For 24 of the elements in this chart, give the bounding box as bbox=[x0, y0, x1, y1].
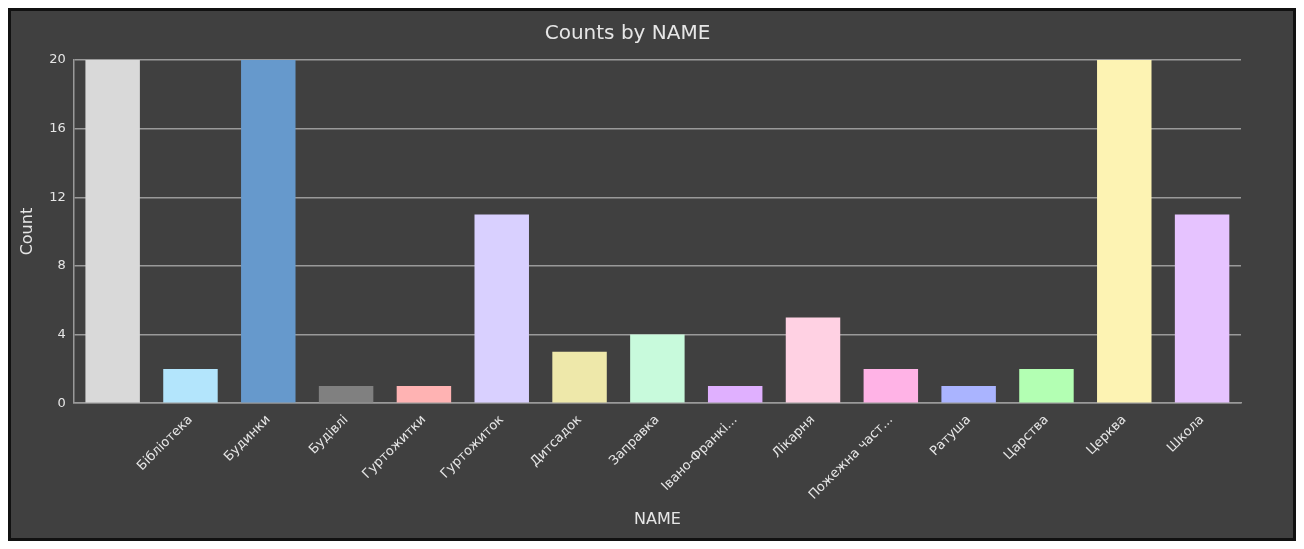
bar bbox=[163, 368, 218, 403]
y-tick-label: 20 bbox=[49, 51, 66, 67]
bar bbox=[396, 386, 452, 403]
y-tick-label: 0 bbox=[57, 394, 66, 410]
y-tick-label: 16 bbox=[49, 120, 66, 136]
bar bbox=[318, 386, 374, 403]
bar bbox=[863, 368, 919, 403]
bar bbox=[785, 317, 841, 403]
bar bbox=[1174, 214, 1230, 403]
chart-title: Counts by NAME bbox=[544, 20, 711, 45]
y-tick-label: 12 bbox=[49, 188, 66, 204]
bar bbox=[241, 60, 296, 403]
bar bbox=[474, 214, 529, 403]
bar bbox=[552, 351, 607, 403]
bar bbox=[941, 386, 996, 403]
bar bbox=[707, 386, 763, 403]
bar bbox=[1019, 368, 1074, 403]
y-axis-title: Count bbox=[16, 207, 36, 256]
y-tick-label: 4 bbox=[57, 325, 66, 341]
y-tick-label: 8 bbox=[57, 257, 66, 273]
bar bbox=[85, 60, 140, 403]
bar bbox=[1097, 60, 1152, 403]
bar bbox=[630, 334, 685, 403]
x-axis-title: NAME bbox=[633, 508, 681, 528]
